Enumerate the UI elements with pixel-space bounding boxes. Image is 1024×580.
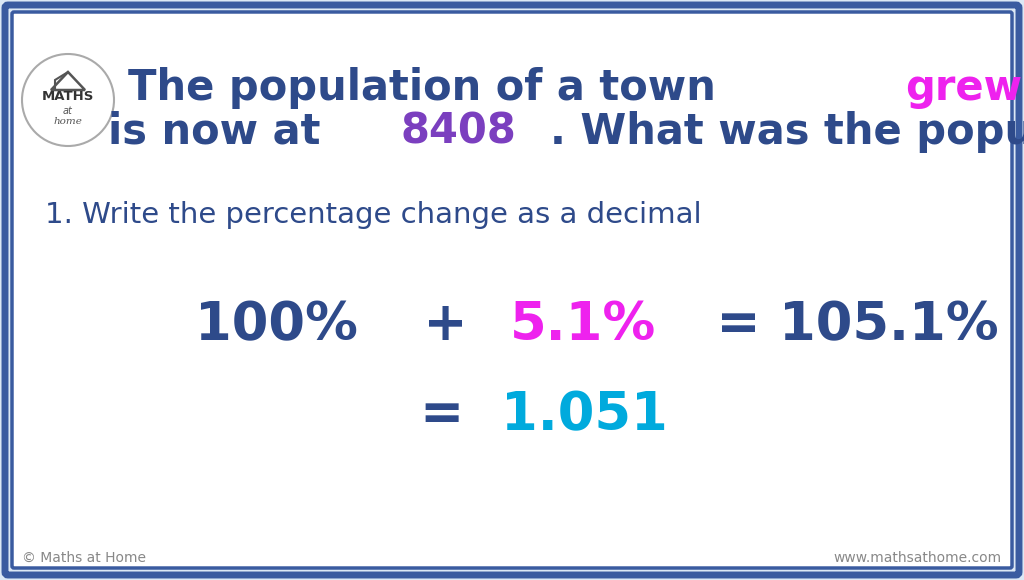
FancyBboxPatch shape [5, 5, 1019, 575]
Text: 1.051: 1.051 [501, 389, 668, 441]
Text: © Maths at Home: © Maths at Home [22, 551, 146, 565]
Text: at: at [63, 106, 73, 116]
Circle shape [22, 54, 114, 146]
Text: is now at: is now at [108, 111, 335, 153]
Text: 5.1%: 5.1% [510, 299, 656, 351]
Text: home: home [53, 118, 83, 126]
FancyBboxPatch shape [12, 12, 1012, 568]
Text: 8408: 8408 [401, 111, 517, 153]
Text: grew: grew [905, 67, 1022, 109]
Text: 100%: 100% [195, 299, 357, 351]
Text: . What was the population before?: . What was the population before? [551, 111, 1024, 153]
Text: MATHS: MATHS [42, 90, 94, 103]
Text: =: = [420, 389, 482, 441]
Text: = 105.1%: = 105.1% [698, 299, 999, 351]
Text: www.mathsathome.com: www.mathsathome.com [834, 551, 1002, 565]
Text: +: + [406, 299, 486, 351]
Text: The population of a town: The population of a town [128, 67, 730, 109]
Text: 1. Write the percentage change as a decimal: 1. Write the percentage change as a deci… [45, 201, 701, 229]
